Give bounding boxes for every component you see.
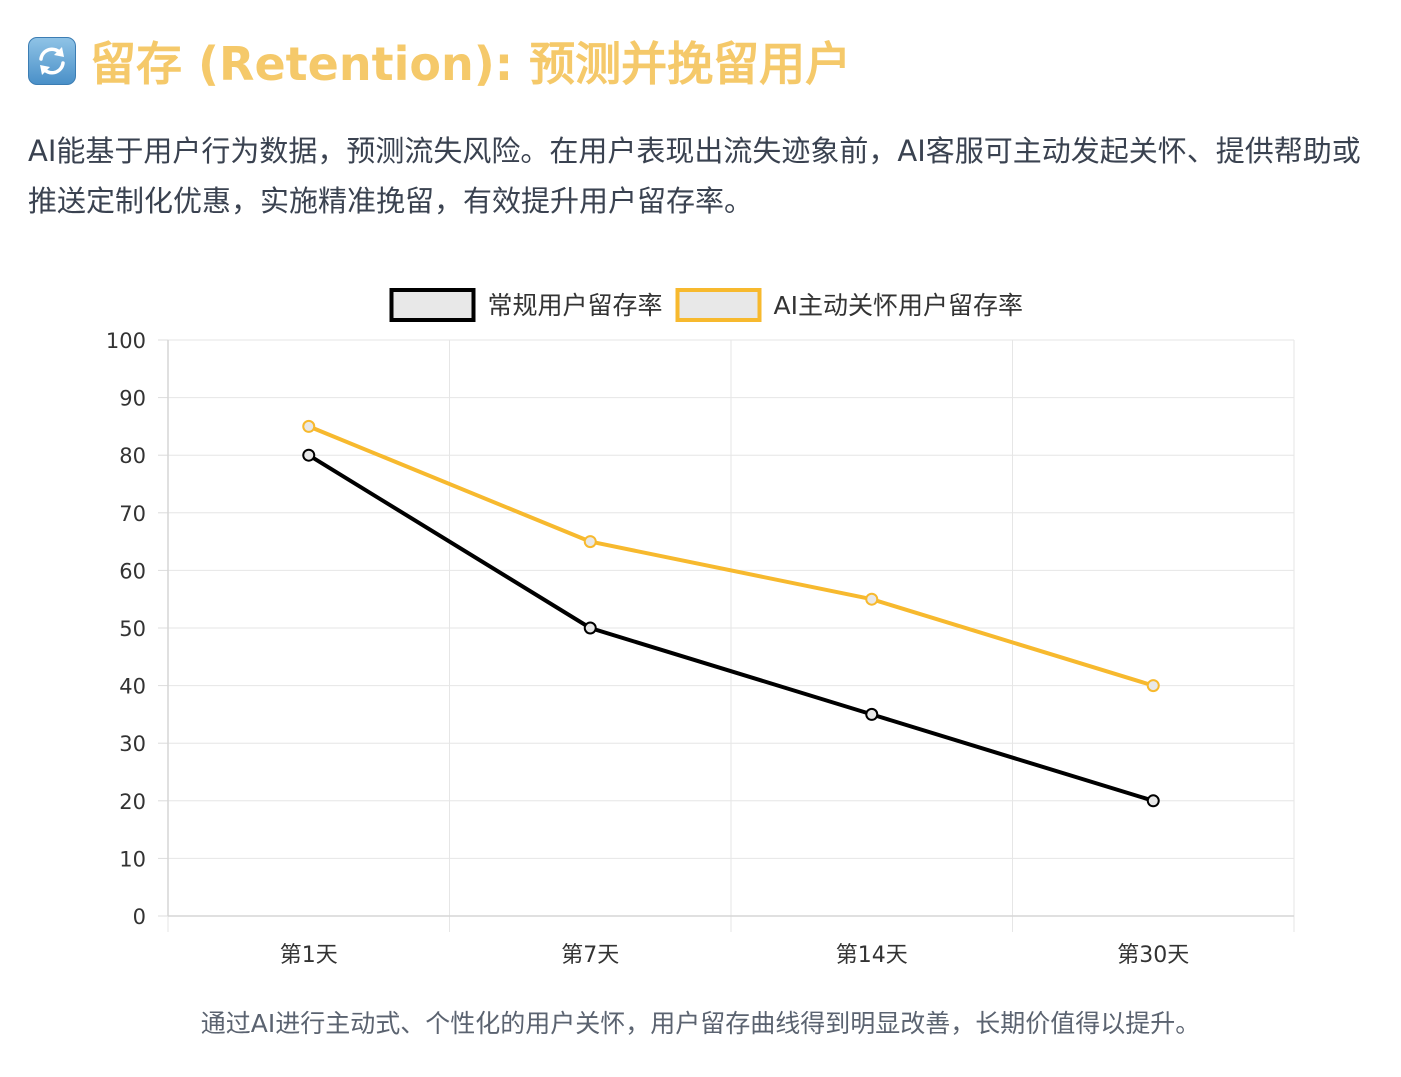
y-tick-label: 30	[119, 732, 146, 756]
data-point	[583, 621, 597, 635]
y-tick-label: 20	[119, 790, 146, 814]
legend-label: 常规用户留存率	[488, 291, 663, 320]
y-tick-label: 70	[119, 502, 146, 526]
y-tick-label: 10	[119, 847, 146, 871]
data-point	[865, 592, 879, 606]
x-tick-label: 第30天	[1117, 943, 1189, 968]
data-point	[583, 535, 597, 549]
x-tick-label: 第7天	[561, 943, 619, 968]
y-tick-label: 60	[119, 559, 146, 583]
page-title: 留存 (Retention): 预测并挽留用户	[90, 37, 852, 91]
y-tick-label: 100	[106, 329, 146, 353]
chart-caption: 通过AI进行主动式、个性化的用户关怀，用户留存曲线得到明显改善，长期价值得以提升…	[200, 1009, 1201, 1038]
legend-swatch	[675, 288, 762, 322]
y-tick-label: 80	[119, 444, 146, 468]
legend-swatch	[389, 288, 476, 322]
y-tick-label: 90	[119, 387, 146, 411]
x-tick-label: 第14天	[836, 943, 908, 968]
legend-label: AI主动关怀用户留存率	[774, 291, 1023, 320]
data-point	[302, 448, 316, 462]
y-tick-label: 0	[133, 905, 146, 929]
retention-chart: 0 10 20 30 40 50 60 70 80 90 100 第1天 第7天 第14天 第30天 常规用户…	[0, 270, 1401, 980]
description-text: AI能基于用户行为数据，预测流失风险。在用户表现出流失迹象前，AI客服可主动发起…	[28, 134, 1361, 218]
data-point	[1146, 679, 1160, 693]
y-tick-label: 40	[119, 675, 146, 699]
chart-svg: 0 10 20 30 40 50 60 70 80 90 100 第1天 第7天 第14天 第30天 常规用户…	[106, 288, 1295, 968]
data-point	[302, 419, 316, 433]
section-header: 留存 (Retention): 预测并挽留用户	[28, 30, 851, 92]
y-tick-label: 50	[119, 617, 146, 641]
refresh-arrows-icon	[28, 37, 76, 85]
data-point	[1146, 794, 1160, 808]
series-line-2	[307, 424, 1154, 688]
data-point	[865, 707, 879, 721]
series-line-1	[307, 453, 1154, 803]
x-tick-label: 第1天	[280, 943, 338, 968]
